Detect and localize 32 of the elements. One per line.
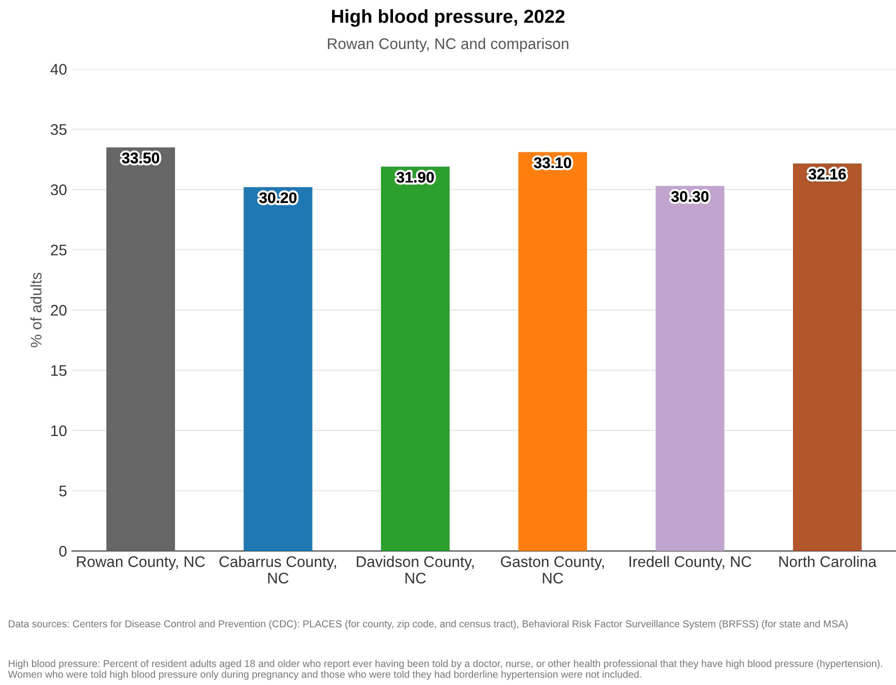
x-tick-label: Rowan County, NC bbox=[77, 556, 205, 570]
y-tick-label: 25 bbox=[50, 244, 66, 256]
data-label: 32.16 bbox=[808, 168, 846, 180]
y-tick-label: 0 bbox=[59, 546, 67, 557]
x-tick-label: North Carolina bbox=[779, 556, 877, 568]
data-label: 30.30 bbox=[671, 191, 708, 202]
bar bbox=[106, 147, 175, 551]
y-tick-label: 35 bbox=[50, 124, 66, 135]
bar bbox=[656, 186, 724, 551]
chart-title: High blood pressure, 2022 bbox=[332, 9, 564, 27]
x-tick-label: Iredell County, NC bbox=[630, 556, 752, 570]
data-label: 30.20 bbox=[259, 192, 296, 204]
data-label: 33.10 bbox=[534, 157, 572, 168]
bar bbox=[518, 152, 587, 551]
y-tick-label: 5 bbox=[59, 486, 66, 496]
data-label: 33.50 bbox=[122, 152, 160, 164]
bar bbox=[381, 166, 450, 551]
y-tick-label: 30 bbox=[50, 184, 67, 196]
bar bbox=[244, 187, 312, 551]
y-tick-label: 40 bbox=[50, 64, 67, 75]
x-tick-label: Cabarrus County, NC bbox=[219, 556, 336, 584]
chart-subtitle: Rowan County, NC and comparison bbox=[328, 38, 568, 52]
text: Data sources: Centers for Disease Control and Prevention (CDC): PLACES (for county, zip code, and census tract), Behavioral Risk Factor Surveillance System (BRFSS) (for state and MSA) bbox=[8, 620, 848, 630]
x-tick-label: Davidson County, NC bbox=[356, 556, 474, 584]
text: High blood pressure: Percent of resident adults aged 18 and older who report ever having been told by a doctor, nurse, or other health professional that they have high blood pressure (hypertension). Women who were told high blood pressure only during pregnancy and those who were told they had borderline hypertension were not included. bbox=[8, 660, 882, 680]
y-tick-label: 15 bbox=[51, 365, 66, 376]
y-axis-title: % of adults bbox=[30, 272, 42, 348]
y-tick-label: 20 bbox=[50, 304, 67, 316]
x-tick-label: Gaston County, NC bbox=[500, 556, 604, 584]
y-tick-label: 10 bbox=[51, 425, 67, 436]
bar bbox=[793, 163, 862, 551]
data-label: 31.90 bbox=[396, 172, 434, 183]
